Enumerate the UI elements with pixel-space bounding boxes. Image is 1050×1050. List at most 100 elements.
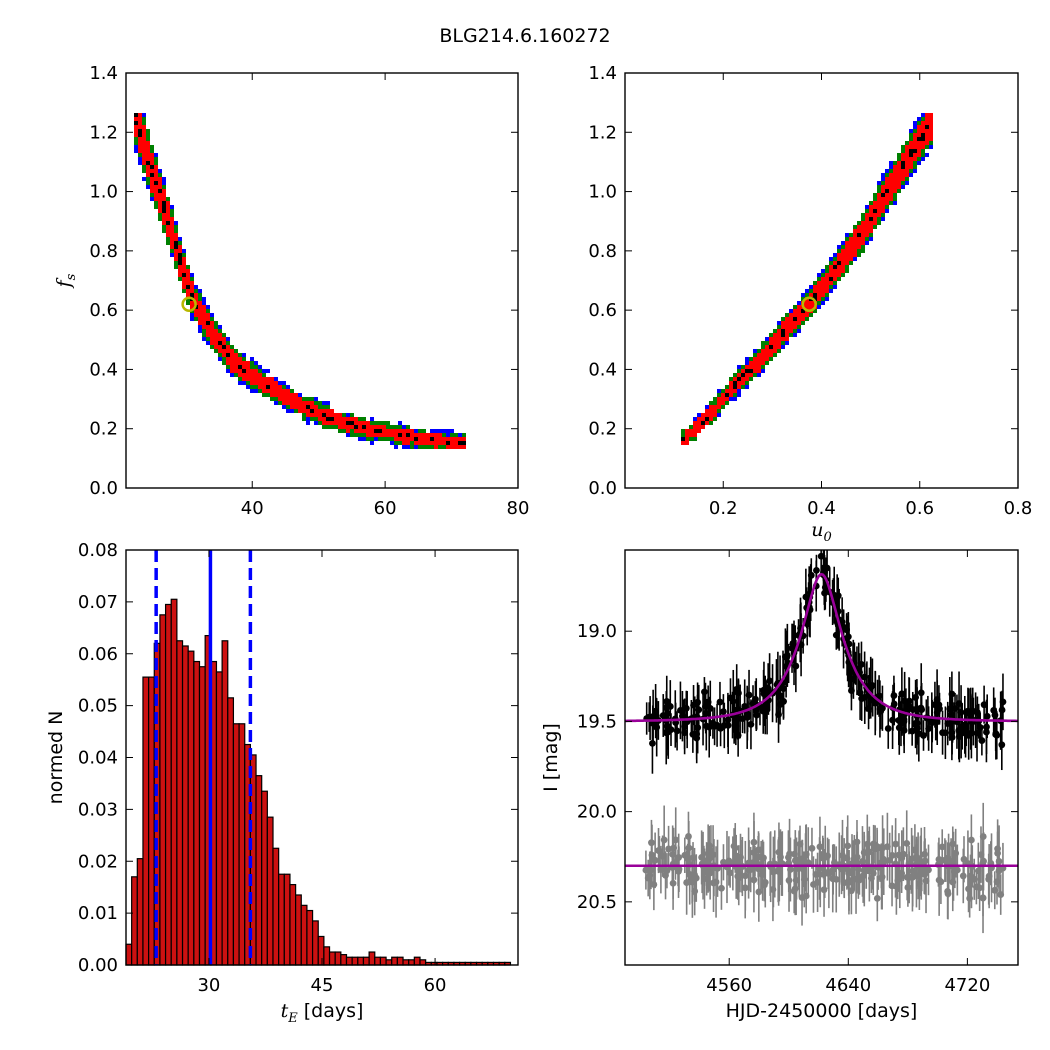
map-cell: [230, 357, 234, 361]
map-cell: [374, 421, 378, 425]
data-point: [681, 729, 689, 737]
map-cell: [426, 445, 430, 449]
map-cell: [733, 373, 737, 377]
map-cell: [390, 437, 394, 441]
map-cell: [913, 125, 917, 129]
map-cell: [138, 141, 142, 145]
map-cell: [901, 165, 905, 169]
map-cell: [889, 189, 893, 193]
map-cell: [701, 413, 705, 417]
y-tick-label: 0.06: [78, 644, 118, 665]
map-cell: [174, 241, 178, 245]
map-cell: [897, 177, 901, 181]
map-cell: [889, 165, 893, 169]
map-cell: [438, 437, 442, 441]
y-tick-label: 0.01: [78, 903, 118, 924]
x-axis-label: tE [days]: [281, 1000, 364, 1026]
histogram-bar: [221, 640, 229, 966]
map-cell: [725, 385, 729, 389]
map-cell: [306, 417, 310, 421]
map-cell: [330, 425, 334, 429]
map-cell: [709, 413, 713, 417]
map-cell: [857, 233, 861, 237]
map-cell: [378, 433, 382, 437]
map-cell: [254, 361, 258, 365]
map-cell: [422, 437, 426, 441]
map-cell: [386, 421, 390, 425]
map-cell: [350, 417, 354, 421]
map-cell: [322, 401, 326, 405]
map-cell: [186, 277, 190, 281]
map-cell: [446, 437, 450, 441]
map-cell: [210, 317, 214, 321]
map-cell: [346, 429, 350, 433]
likelihood-map: [134, 113, 466, 449]
map-cell: [877, 181, 881, 185]
map-cell: [921, 149, 925, 153]
map-cell: [725, 401, 729, 405]
map-cell: [821, 297, 825, 301]
map-cell: [218, 333, 222, 337]
map-cell: [889, 201, 893, 205]
map-cell: [885, 185, 889, 189]
histogram-bar: [261, 790, 268, 966]
map-cell: [154, 157, 158, 161]
map-cell: [781, 337, 785, 341]
map-cell: [374, 433, 378, 437]
map-cell: [226, 349, 230, 353]
y-axis-label: fs: [53, 273, 79, 289]
map-cell: [286, 393, 290, 397]
map-cell: [322, 425, 326, 429]
map-cell: [174, 265, 178, 269]
data-point: [685, 833, 692, 840]
map-cell: [462, 437, 466, 441]
map-cell: [138, 129, 142, 133]
map-cell: [162, 205, 166, 209]
map-cell: [753, 349, 757, 353]
map-cell: [821, 269, 825, 273]
map-cell: [881, 201, 885, 205]
map-cell: [769, 353, 773, 357]
map-cell: [186, 281, 190, 285]
data-point: [843, 854, 851, 862]
map-cell: [138, 113, 142, 117]
map-cell: [174, 225, 178, 229]
map-cell: [745, 385, 749, 389]
data-point: [734, 731, 742, 739]
map-cell: [897, 189, 901, 193]
map-cell: [737, 373, 741, 377]
map-cell: [146, 161, 150, 165]
map-cell: [729, 393, 733, 397]
map-cell: [262, 393, 266, 397]
map-cell: [142, 133, 146, 137]
map-cell: [797, 301, 801, 305]
map-cell: [805, 305, 809, 309]
map-cell: [893, 193, 897, 197]
map-cell: [781, 329, 785, 333]
map-cell: [330, 413, 334, 417]
map-cell: [194, 309, 198, 313]
map-cell: [258, 389, 262, 393]
data-point: [677, 706, 684, 714]
map-cell: [869, 221, 873, 225]
map-cell: [410, 429, 414, 433]
map-cell: [254, 369, 258, 373]
map-cell: [761, 365, 765, 369]
map-cell: [813, 309, 817, 313]
map-cell: [685, 429, 689, 433]
map-cell: [446, 441, 450, 445]
map-cell: [869, 205, 873, 209]
map-cell: [314, 409, 318, 413]
map-cell: [873, 225, 877, 229]
map-cell: [382, 425, 386, 429]
data-point: [787, 866, 794, 873]
map-cell: [186, 293, 190, 297]
map-cell: [797, 321, 801, 325]
x-tick-label: 80: [507, 498, 530, 519]
map-cell: [262, 369, 266, 373]
map-cell: [689, 437, 693, 441]
map-cell: [853, 225, 857, 229]
map-cell: [302, 405, 306, 409]
map-cell: [873, 201, 877, 205]
map-cell: [430, 429, 434, 433]
